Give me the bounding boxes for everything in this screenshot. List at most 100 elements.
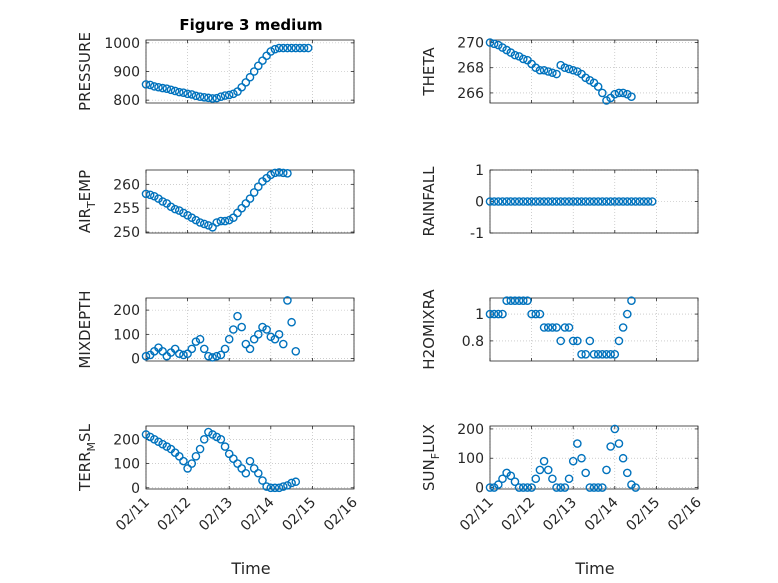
data-point	[498, 309, 507, 319]
data-point	[610, 89, 620, 99]
y-tick-label: 268	[457, 61, 484, 77]
y-axis-label-subscript: M	[85, 442, 98, 452]
data-point	[523, 296, 532, 305]
data-point	[208, 94, 217, 103]
data-point	[183, 89, 192, 99]
y-tick-label: 1	[475, 163, 484, 179]
data-point	[233, 311, 242, 321]
axes-box	[145, 297, 355, 362]
data-point	[535, 465, 545, 475]
plot-area	[490, 298, 698, 361]
data-point	[643, 197, 653, 206]
data-point	[535, 197, 545, 206]
y-axis-label-part: AIR	[76, 208, 94, 233]
data-point	[610, 424, 620, 434]
data-point	[262, 325, 271, 334]
data-point	[485, 197, 495, 206]
y-tick-label: 255	[113, 201, 140, 217]
data-point	[249, 67, 259, 76]
data-point	[278, 43, 288, 53]
y-tick-label: 900	[113, 65, 140, 81]
data-point	[283, 296, 292, 305]
data-point	[560, 63, 570, 73]
data-point	[195, 92, 205, 101]
data-point	[556, 483, 566, 492]
data-point	[291, 477, 301, 487]
data-point	[560, 483, 570, 492]
data-point	[249, 464, 259, 473]
data-point	[229, 325, 238, 334]
data-point	[510, 296, 520, 305]
data-point	[170, 204, 180, 214]
data-point	[598, 197, 607, 206]
axes-box	[489, 297, 699, 362]
y-axis-label-part: EMP	[76, 170, 94, 201]
data-point	[179, 88, 188, 97]
data-point	[266, 170, 276, 180]
data-point	[187, 459, 197, 468]
data-point	[174, 349, 184, 359]
data-point	[568, 456, 578, 466]
data-point	[552, 197, 561, 206]
data-point	[548, 197, 557, 206]
data-point	[191, 91, 201, 101]
data-point	[539, 456, 549, 466]
data-point	[593, 197, 603, 206]
data-point	[489, 197, 499, 206]
data-point	[556, 336, 566, 346]
y-tick-label: 266	[457, 86, 484, 102]
data-point	[485, 483, 495, 492]
data-point	[485, 309, 495, 319]
data-point	[208, 430, 217, 439]
data-point	[220, 442, 230, 451]
data-point	[552, 483, 561, 492]
data-point	[283, 43, 292, 53]
y-tick-label: 0	[131, 481, 140, 497]
data-point	[518, 296, 528, 305]
y-tick-label: -1	[470, 226, 484, 242]
data-point	[245, 456, 255, 466]
data-point	[618, 323, 628, 332]
data-point	[258, 476, 267, 485]
data-point	[199, 435, 209, 444]
y-axis-label: SUNFLUX	[420, 424, 442, 491]
data-point	[606, 442, 615, 451]
data-point	[270, 483, 280, 493]
y-tick-label: 100	[457, 451, 484, 467]
data-point	[237, 464, 246, 473]
data-point	[581, 197, 590, 206]
data-point	[187, 213, 197, 223]
data-point	[212, 93, 222, 103]
y-tick-label: 200	[113, 432, 140, 448]
data-point	[208, 222, 217, 232]
y-axis-label-part: LUX	[420, 424, 438, 453]
data-point	[212, 432, 222, 442]
data-point	[577, 197, 586, 206]
data-point	[610, 197, 620, 206]
y-tick-label: 1000	[104, 36, 140, 52]
y-axis-label: MIXDEPTH	[76, 290, 94, 368]
y-axis-label-part: SUN	[420, 459, 438, 491]
data-point	[212, 351, 222, 361]
data-point	[283, 481, 292, 490]
data-point	[229, 89, 238, 99]
data-point	[241, 78, 251, 87]
data-point	[291, 347, 301, 356]
x-axis-title-left: Time	[230, 559, 270, 578]
data-point	[245, 72, 255, 82]
data-point	[224, 215, 234, 225]
data-point	[191, 337, 201, 346]
data-point	[216, 92, 226, 101]
data-point	[510, 477, 520, 486]
data-point	[581, 349, 590, 359]
data-point	[154, 82, 163, 92]
data-point	[141, 351, 151, 361]
data-point	[498, 474, 507, 484]
data-point	[150, 435, 159, 444]
data-point	[183, 211, 192, 220]
data-point	[606, 197, 615, 206]
panel-theta: 266 268 270 THETA	[420, 36, 699, 105]
data-point	[174, 206, 184, 215]
data-point	[187, 90, 197, 99]
data-point	[606, 349, 615, 359]
